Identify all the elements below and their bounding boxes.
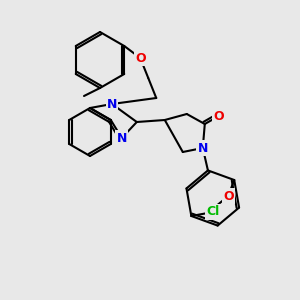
Text: N: N (117, 131, 127, 145)
Text: N: N (198, 142, 208, 154)
Text: O: O (135, 52, 146, 64)
Text: Cl: Cl (207, 206, 220, 218)
Text: O: O (214, 110, 224, 122)
Text: N: N (107, 98, 117, 110)
Text: O: O (223, 190, 233, 202)
